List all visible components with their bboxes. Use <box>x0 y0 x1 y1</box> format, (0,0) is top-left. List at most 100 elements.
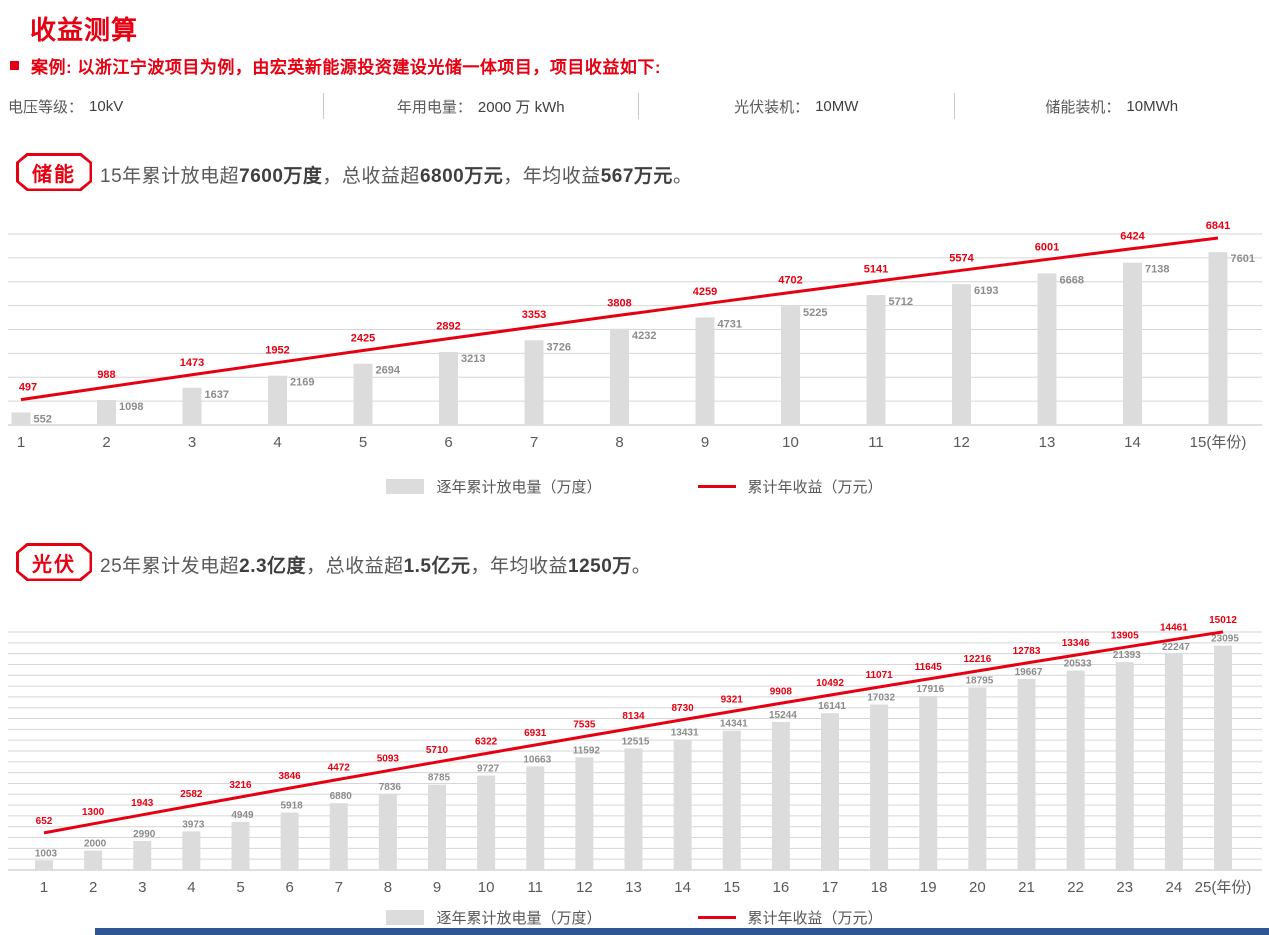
info-item-pv-capacity: 光伏装机： 10MW <box>639 96 954 117</box>
x-axis-label: 12 <box>576 879 593 896</box>
bar-value-label: 1637 <box>205 389 229 401</box>
line-value-label: 3353 <box>522 309 546 321</box>
legend-bar-label: 逐年累计放电量（万度） <box>436 910 602 927</box>
x-axis-label: 3 <box>138 879 146 896</box>
line-value-label: 12783 <box>1013 646 1041 657</box>
line-swatch-icon <box>697 916 736 919</box>
divider <box>322 93 324 119</box>
line-value-label: 12216 <box>963 654 991 665</box>
legend-item-line: 累计年收益（万元） <box>697 907 883 928</box>
line-value-label: 3846 <box>279 771 302 782</box>
bar-value-label: 5712 <box>889 296 913 308</box>
line-value-label: 3216 <box>229 780 252 791</box>
x-axis-label: 11 <box>527 879 543 896</box>
x-axis-label: 18 <box>871 879 888 896</box>
headline-segment: 567万元 <box>600 166 673 187</box>
bar-value-label: 11592 <box>573 745 601 756</box>
bar-value-label: 4949 <box>231 810 254 821</box>
bar <box>968 687 987 870</box>
pv-chart-legend: 逐年累计放电量（万度） 累计年收益（万元） <box>0 907 1269 928</box>
x-axis-label: 9 <box>433 879 441 896</box>
storage-headline: 15年累计放电超7600万度，总收益超6800万元，年均收益567万元。 <box>100 161 692 188</box>
headline-segment: ，总收益超 <box>322 166 420 187</box>
page-title: 收益测算 <box>30 15 139 45</box>
bar-value-label: 18795 <box>965 675 993 686</box>
line-value-label: 13346 <box>1062 638 1090 649</box>
legend-item-bar: 逐年累计放电量（万度） <box>386 476 602 497</box>
headline-segment: 。 <box>631 556 652 577</box>
x-axis-label: 15 <box>723 879 740 896</box>
line-value-label: 988 <box>97 369 115 381</box>
bar-value-label: 20533 <box>1064 659 1092 670</box>
storage-chart-legend: 逐年累计放电量（万度） 累计年收益（万元） <box>0 476 1269 497</box>
revenue-line <box>43 630 1224 835</box>
info-bar: 电压等级： 10kV 年用电量： 2000 万 kWh 光伏装机： 10MW 储… <box>0 90 1269 122</box>
bar-value-label: 6880 <box>330 791 353 802</box>
line-value-label: 652 <box>36 816 53 827</box>
headline-segment: ，年均收益 <box>503 166 601 187</box>
x-axis-label: 8 <box>615 434 623 451</box>
legend-bar-label: 逐年累计放电量（万度） <box>436 479 602 496</box>
bar-value-label: 3973 <box>182 819 205 830</box>
headline-segment: 25年累计发电超 <box>100 556 240 577</box>
bar <box>182 831 201 870</box>
bar <box>866 295 886 425</box>
line-value-label: 6322 <box>475 736 498 747</box>
bar <box>35 860 53 870</box>
x-axis-label: 5 <box>359 434 367 451</box>
info-label: 年用电量： <box>396 98 472 116</box>
line-value-label: 9321 <box>721 695 744 706</box>
line-value-label: 9908 <box>770 686 793 697</box>
line-value-label: 4472 <box>328 762 351 773</box>
pv-badge: 光伏 <box>16 543 92 581</box>
line-value-label: 11645 <box>915 662 943 673</box>
legend-line-label: 累计年收益（万元） <box>747 479 883 496</box>
bar-value-label: 7601 <box>1231 253 1255 265</box>
info-value: 2000 万 kWh <box>477 98 565 116</box>
bar <box>526 766 545 870</box>
bar-value-label: 3726 <box>547 341 571 353</box>
info-value: 10kV <box>89 97 124 115</box>
x-axis-label: 7 <box>335 879 343 896</box>
bar <box>919 695 938 870</box>
bar-value-label: 2169 <box>290 377 314 389</box>
bar-value-label: 14341 <box>720 719 748 730</box>
bar <box>575 757 594 870</box>
x-axis-label: 1 <box>40 879 48 896</box>
bar <box>1017 678 1036 870</box>
bar-value-label: 5918 <box>281 801 304 812</box>
storage-chart: 552 1 1098 2 1637 3 2169 4 2694 5 3213 6 3726 7 4232 8 4… <box>8 220 1262 451</box>
x-axis-label: 22 <box>1067 879 1084 896</box>
storage-badge: 储能 <box>16 153 92 191</box>
bar <box>378 793 397 870</box>
bar-value-label: 9727 <box>477 764 500 775</box>
revenue-line <box>20 236 1219 402</box>
x-axis-label: 14 <box>674 879 691 896</box>
bar-value-label: 17032 <box>867 693 895 704</box>
bar-value-label: 16141 <box>818 701 846 712</box>
x-axis-label: 25(年份) <box>1195 879 1252 896</box>
line-value-label: 2892 <box>436 321 460 333</box>
x-axis-label: 17 <box>822 879 839 896</box>
bar <box>353 363 373 425</box>
x-axis-label: 19 <box>920 879 937 896</box>
bar-value-label: 8785 <box>428 773 451 784</box>
x-axis-label: 10 <box>478 879 495 896</box>
headline-segment: 。 <box>672 166 693 187</box>
x-axis-label: 2 <box>89 879 97 896</box>
x-axis-label: 5 <box>236 879 244 896</box>
line-value-label: 497 <box>19 382 37 394</box>
line-value-label: 6424 <box>1120 231 1145 243</box>
info-label: 光伏装机： <box>734 98 810 116</box>
bar <box>1208 252 1228 425</box>
bar-swatch-icon <box>386 479 425 494</box>
x-axis-label: 13 <box>1039 434 1056 451</box>
bullet-square-icon <box>10 61 19 70</box>
bar <box>870 704 889 870</box>
x-axis-label: 11 <box>868 434 884 451</box>
x-axis-label: 9 <box>701 434 709 451</box>
line-value-label: 11071 <box>865 670 893 681</box>
x-axis-label: 13 <box>625 879 642 896</box>
info-label: 电压等级： <box>8 98 84 116</box>
legend-line-label: 累计年收益（万元） <box>747 910 883 927</box>
